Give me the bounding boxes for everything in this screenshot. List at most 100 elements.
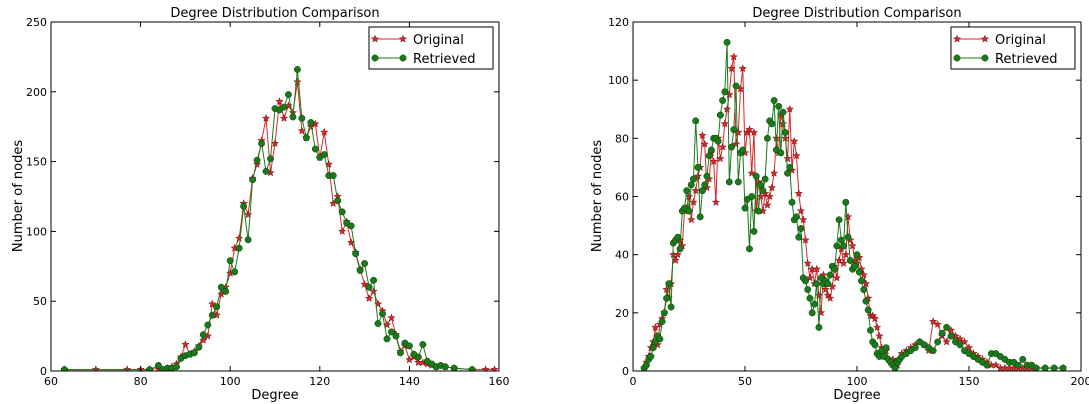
right-chart-series-retrieved-point: [690, 175, 697, 183]
right-chart-series-original-point: [870, 314, 880, 323]
right-chart-series-retrieved-point: [855, 268, 863, 276]
right-chart-series-original-point: [821, 285, 830, 294]
right-chart-series-retrieved-line: [643, 42, 1064, 370]
left-chart-series-retrieved-point: [365, 283, 373, 291]
right-chart-series-retrieved-point: [696, 213, 704, 221]
left-chart-series-retrieved-point: [374, 320, 382, 327]
right-chart-series-retrieved-point: [665, 280, 673, 288]
right-chart-series-retrieved-point: [788, 198, 796, 206]
right-chart-series-retrieved-point: [719, 97, 727, 104]
right-chart-y-tick-label: 0: [622, 365, 629, 378]
right-chart-series-original-point: [825, 293, 835, 302]
right-chart-series-original-point: [689, 197, 698, 206]
left-chart-series-retrieved-point: [392, 332, 400, 340]
left-chart-y-axis-label: Number of nodes: [11, 140, 26, 252]
left-chart-series-retrieved-point: [329, 172, 337, 180]
right-chart-series-original-point: [801, 235, 810, 244]
right-chart-series-original-point: [687, 215, 696, 224]
right-chart-x-axis-label: Degree: [833, 388, 880, 403]
left-chart-series-original-point: [181, 340, 190, 349]
right-chart-series-original-point: [794, 189, 803, 198]
right-chart-series-retrieved-point: [831, 265, 839, 273]
right-chart-series-retrieved-point: [835, 216, 843, 224]
left-chart-series-retrieved-point: [419, 341, 427, 348]
right-chart-series-original-point: [720, 119, 729, 128]
right-chart-series-retrieved-point: [761, 175, 769, 183]
right-chart-y-tick-label: 80: [615, 132, 629, 145]
left-chart-y-tick-label: 50: [33, 295, 47, 308]
right-chart-x-tick-label: 150: [959, 375, 980, 388]
left-chart-series-retrieved-point: [253, 156, 261, 164]
right-chart-legend-original-marker: [952, 34, 962, 43]
left-chart-y-tick-label: 150: [26, 156, 47, 169]
left-chart-legend-retrieved-marker: [371, 54, 379, 62]
right-chart-series-original-point: [814, 291, 824, 299]
left-chart-series-retrieved-point: [258, 140, 266, 147]
right-chart-series-retrieved-point: [701, 181, 709, 189]
left-chart-series-retrieved-point: [222, 287, 230, 295]
left-chart: Degree Distribution Comparison Degree Nu…: [11, 6, 510, 403]
left-chart-frame: [50, 21, 500, 372]
right-chart-series-original-point: [929, 317, 938, 326]
left-chart-legend: Original Retrieved: [368, 26, 494, 70]
right-chart-series-retrieved-point: [929, 347, 937, 355]
left-chart-legend-original-label: Original: [413, 33, 464, 48]
left-chart-series-retrieved-point: [231, 268, 239, 276]
right-chart-series-original-point: [796, 206, 806, 215]
left-chart-title: Degree Distribution Comparison: [170, 6, 379, 21]
right-chart-series-retrieved-point: [1019, 355, 1027, 363]
right-chart-series-retrieved-point: [943, 323, 951, 331]
right-chart-series-retrieved-point: [786, 163, 794, 171]
left-chart-series-retrieved-point: [213, 303, 221, 311]
right-chart-series-original-point: [729, 52, 738, 61]
right-chart-series-retrieved-point: [864, 306, 872, 314]
left-chart-series-retrieved-line: [64, 69, 473, 371]
right-chart-series-retrieved-point: [795, 233, 803, 241]
right-chart-series-original-point: [792, 151, 801, 160]
right-chart-series-retrieved-point: [983, 361, 991, 369]
right-chart-series-retrieved-point: [698, 187, 706, 195]
left-chart-series-retrieved-point: [289, 113, 297, 121]
right-chart-series-original-point: [832, 273, 841, 282]
right-chart-series-retrieved-point: [683, 187, 691, 195]
right-chart-x-tick-label: 0: [630, 375, 637, 388]
left-chart-series-original-point: [338, 227, 347, 235]
right-chart-series-original-point: [848, 241, 857, 250]
right-chart-series-retrieved-point: [947, 332, 955, 340]
right-chart-series-retrieved-point: [860, 286, 868, 294]
right-chart-series-retrieved-point: [810, 300, 818, 308]
right-chart-legend-original-label: Original: [995, 33, 1046, 48]
left-chart-series-original-line: [64, 81, 495, 371]
left-chart-series-retrieved-point: [60, 366, 68, 371]
right-chart-legend-retrieved-marker: [981, 54, 989, 62]
right-chart-y-axis-label: Number of nodes: [590, 140, 605, 252]
right-chart-series-original-point: [749, 128, 759, 137]
left-chart-series-retrieved-point: [293, 66, 301, 73]
right-chart-series-retrieved-point: [741, 204, 749, 212]
left-chart-series-retrieved-point: [307, 119, 315, 126]
right-chart-series-retrieved-point: [938, 329, 946, 337]
right-chart-series-retrieved-point: [1014, 361, 1022, 369]
left-chart-series-retrieved-point: [379, 310, 386, 318]
left-chart-x-tick-label: 140: [399, 375, 420, 388]
right-chart-series-retrieved-point: [658, 318, 666, 326]
left-chart-series-retrieved-point: [262, 167, 270, 175]
left-chart-series-retrieved-point: [405, 342, 413, 350]
right-chart-series-retrieved-point: [806, 294, 814, 302]
right-chart-series-retrieved-point: [757, 181, 765, 189]
left-chart-series-retrieved-point: [155, 361, 162, 369]
left-chart-series-retrieved-point: [244, 236, 252, 244]
right-chart-x-tick-label: 200: [1071, 375, 1089, 388]
left-chart-series-retrieved-point: [208, 311, 216, 319]
right-chart-series-original-point: [711, 197, 721, 206]
right-chart-series-retrieved-point: [649, 344, 657, 352]
right-chart-x-tick-label: 50: [738, 375, 752, 388]
right-chart-series-retrieved-point: [759, 187, 767, 195]
right-chart-series-retrieved-point: [851, 262, 859, 270]
left-chart-series-retrieved-point: [226, 257, 234, 265]
right-chart-series-original-point: [727, 64, 736, 73]
right-chart-series-retrieved-point: [687, 181, 695, 189]
right-chart-series-original-point: [991, 360, 1001, 369]
right-chart-series-retrieved-point: [750, 227, 758, 235]
right-chart-series-retrieved-point: [777, 149, 785, 157]
